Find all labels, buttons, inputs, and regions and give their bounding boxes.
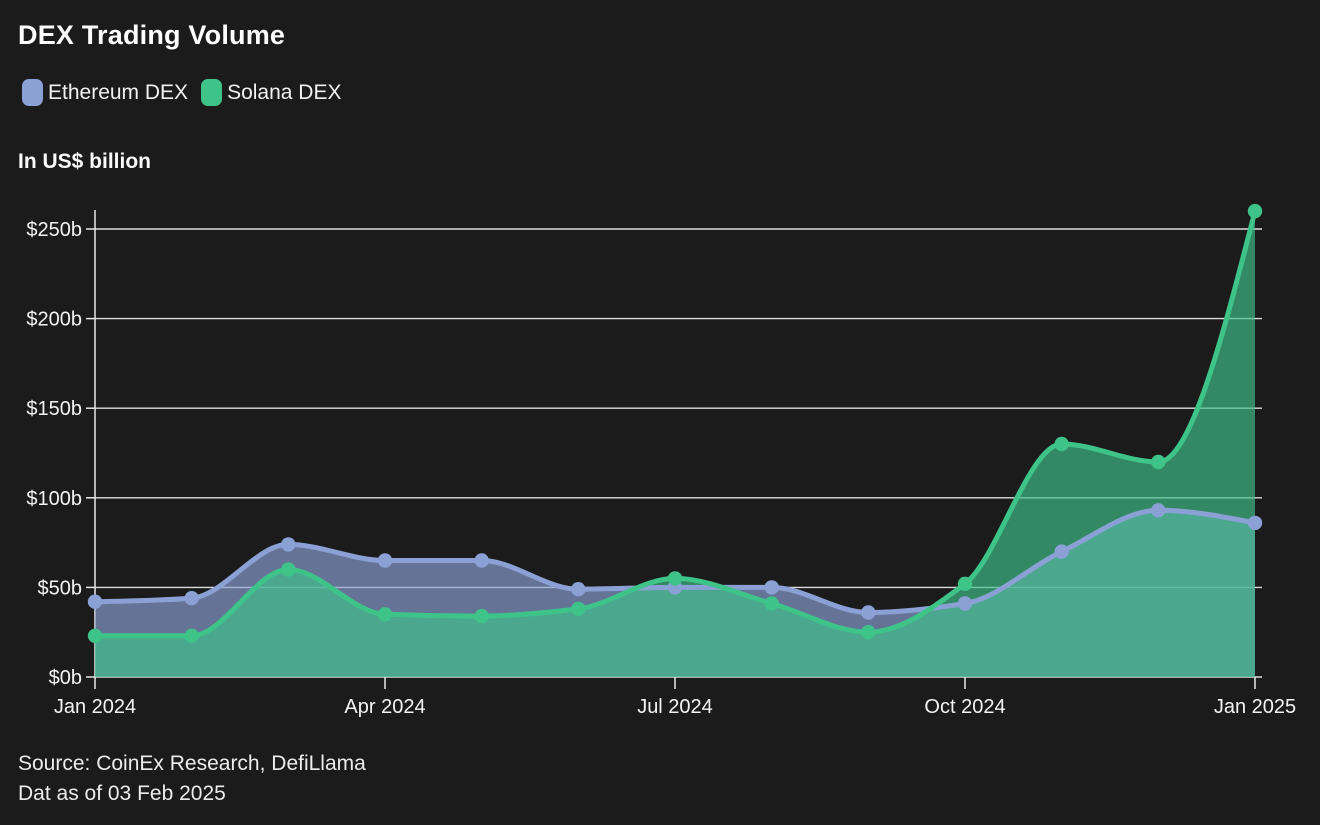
x-tick-label: Apr 2024 <box>344 696 425 718</box>
legend-item-ethereum: Ethereum DEX <box>22 79 188 106</box>
y-tick-label: $200b <box>26 309 82 331</box>
ethereum-point-marker <box>764 580 779 595</box>
solana-point-marker <box>861 625 876 640</box>
solana-point-marker <box>474 608 489 624</box>
x-tick-label: Jul 2024 <box>637 696 713 718</box>
ethereum-point-marker <box>1151 503 1166 518</box>
legend-label-solana: Solana DEX <box>227 80 342 104</box>
page-title: DEX Trading Volume <box>18 20 286 50</box>
y-tick-label: $150b <box>26 398 82 420</box>
ethereum-point-marker <box>1247 515 1263 531</box>
axis-unit-label: In US$ billion <box>18 150 152 173</box>
ethereum-point-marker <box>957 596 973 611</box>
ethereum-point-marker <box>474 553 489 568</box>
solana-point-marker <box>1054 436 1069 452</box>
solana-point-marker <box>764 596 779 611</box>
y-tick-label: $50b <box>38 577 83 599</box>
legend: Ethereum DEX Solana DEX <box>22 79 341 106</box>
ethereum-point-marker <box>87 594 103 609</box>
solana-point-marker <box>1247 203 1263 219</box>
solana-point-marker <box>1151 454 1166 470</box>
date-line: Dat as of 03 Feb 2025 <box>18 782 226 805</box>
ethereum-point-marker <box>377 553 393 568</box>
ethereum-legend-swatch-icon <box>22 79 43 106</box>
source-note: Source: CoinEx Research, DefiLlama Dat a… <box>18 749 366 809</box>
legend-item-solana: Solana DEX <box>201 79 341 106</box>
y-tick-label: $0b <box>49 667 82 689</box>
ethereum-point-marker <box>571 582 586 597</box>
solana-point-marker <box>281 562 296 577</box>
y-tick-label: $250b <box>26 219 82 241</box>
ethereum-point-marker <box>184 591 199 606</box>
solana-point-marker <box>184 628 199 643</box>
ethereum-point-marker <box>1054 544 1069 559</box>
solana-point-marker <box>667 571 683 586</box>
ethereum-point-marker <box>861 605 876 620</box>
legend-label-ethereum: Ethereum DEX <box>48 80 189 104</box>
solana-point-marker <box>377 607 393 622</box>
y-tick-label: $100b <box>26 488 82 510</box>
solana-point-marker <box>87 628 103 643</box>
solana-point-marker <box>957 576 973 591</box>
x-tick-label: Jan 2025 <box>1214 696 1296 718</box>
solana-point-marker <box>571 601 586 617</box>
x-tick-label: Jan 2024 <box>54 696 136 718</box>
ethereum-point-marker <box>281 537 296 552</box>
x-tick-label: Oct 2024 <box>924 696 1005 718</box>
source-line: Source: CoinEx Research, DefiLlama <box>18 752 366 775</box>
solana-legend-swatch-icon <box>201 79 223 106</box>
